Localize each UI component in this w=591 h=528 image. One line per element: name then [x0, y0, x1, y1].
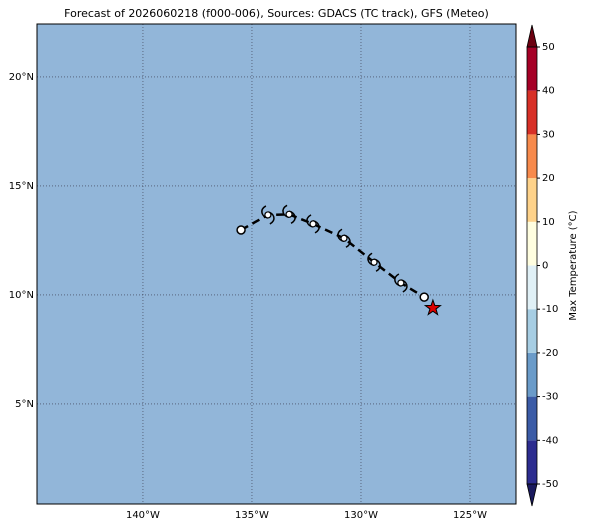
colorbar-band: [527, 221, 537, 266]
ocean: [37, 24, 516, 504]
storm-marker: [282, 204, 296, 224]
colorbar-band: [527, 90, 537, 135]
storm-eye: [340, 234, 348, 242]
storm-eye: [309, 220, 317, 228]
x-tick-label: 125°W: [453, 510, 487, 521]
y-tick-label: 15°N: [9, 181, 34, 192]
colorbar-tick-label: -20: [542, 348, 558, 359]
colorbar-band: [527, 178, 537, 222]
storm-marker: [337, 228, 351, 248]
colorbar-tick-label: -50: [542, 479, 558, 490]
colorbar-tick-label: 10: [542, 217, 555, 228]
storm-marker: [261, 205, 275, 225]
y-tick-label: 10°N: [9, 290, 34, 301]
x-tick-label: 140°W: [126, 510, 160, 521]
colorbar-band: [527, 265, 537, 310]
map-title: Forecast of 2026060218 (f000-006), Sourc…: [64, 7, 489, 20]
colorbar-over: [526, 24, 538, 48]
storm-marker: [394, 273, 408, 293]
colorbar-tick-label: -10: [542, 304, 558, 315]
track-point: [419, 292, 429, 302]
colorbar-band: [527, 47, 537, 91]
y-tick-label: 20°N: [9, 72, 34, 83]
map-frame: [36, 23, 517, 505]
colorbar-band: [527, 440, 537, 484]
y-tick-label: 5°N: [15, 399, 34, 410]
storm-eye: [264, 211, 272, 219]
colorbar-tick-label: 20: [542, 173, 555, 184]
colorbar-band: [527, 134, 537, 179]
storm-marker: [367, 252, 381, 272]
storm-marker: [306, 214, 320, 234]
colorbar-band: [527, 309, 537, 353]
colorbar-tick-label: -40: [542, 435, 558, 446]
colorbar-tick-label: -30: [542, 392, 558, 403]
colorbar-band: [527, 396, 537, 441]
colorbar-tick-label: 0: [542, 261, 548, 272]
x-tick-label: 135°W: [235, 510, 269, 521]
colorbar-tick-label: 50: [542, 42, 555, 53]
colorbar-under: [526, 483, 538, 507]
storm-eye: [285, 210, 293, 218]
x-tick-label: 130°W: [344, 510, 378, 521]
track-point: [236, 225, 246, 235]
colorbar-band: [527, 352, 537, 397]
colorbar-label: Max Temperature (°C): [568, 210, 579, 320]
storm-eye: [370, 258, 378, 266]
current-position: [423, 298, 442, 316]
track-line: [240, 213, 425, 299]
storm-eye: [397, 279, 405, 287]
colorbar-tick-label: 40: [542, 86, 555, 97]
colorbar-tick-label: 30: [542, 129, 555, 140]
